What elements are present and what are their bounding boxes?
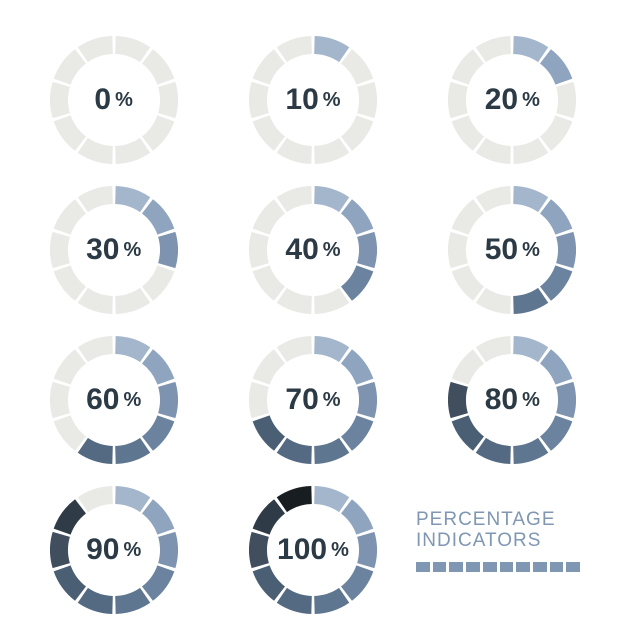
ring-label: 0% <box>50 36 178 164</box>
title-swatches <box>416 562 580 572</box>
percentage-indicator: 70% <box>249 336 377 464</box>
percent-sign: % <box>522 89 540 112</box>
percentage-indicator: 50% <box>448 186 576 314</box>
percentage-indicator: 60% <box>50 336 178 464</box>
title-swatch <box>416 562 430 572</box>
ring-label: 40% <box>249 186 377 314</box>
ring-value: 100 <box>277 533 327 567</box>
percent-sign: % <box>522 239 540 262</box>
title-swatch <box>433 562 447 572</box>
ring-value: 10 <box>285 83 318 117</box>
percent-sign: % <box>323 239 341 262</box>
percent-sign: % <box>323 389 341 412</box>
ring-label: 80% <box>448 336 576 464</box>
percentage-indicator: 30% <box>50 186 178 314</box>
ring-value: 70 <box>285 383 318 417</box>
ring-label: 70% <box>249 336 377 464</box>
ring-value: 40 <box>285 233 318 267</box>
percentage-indicator: 100% <box>249 486 377 614</box>
ring-label: 30% <box>50 186 178 314</box>
percent-sign: % <box>522 389 540 412</box>
title-block: PERCENTAGE INDICATORS <box>416 510 580 572</box>
percent-sign: % <box>123 389 141 412</box>
ring-label: 60% <box>50 336 178 464</box>
ring-value: 0 <box>94 83 111 117</box>
ring-label: 50% <box>448 186 576 314</box>
percent-sign: % <box>123 539 141 562</box>
title-swatch <box>449 562 463 572</box>
ring-value: 90 <box>86 533 119 567</box>
percentage-indicator: 80% <box>448 336 576 464</box>
percent-sign: % <box>115 89 133 112</box>
percent-sign: % <box>123 239 141 262</box>
percentage-indicator: 20% <box>448 36 576 164</box>
title-swatch <box>516 562 530 572</box>
ring-label: 10% <box>249 36 377 164</box>
percentage-indicator: 90% <box>50 486 178 614</box>
title-swatch <box>550 562 564 572</box>
ring-label: 100% <box>249 486 377 614</box>
title-swatch <box>533 562 547 572</box>
ring-value: 80 <box>485 383 518 417</box>
title-line1: PERCENTAGE <box>416 510 580 531</box>
ring-value: 50 <box>485 233 518 267</box>
ring-value: 20 <box>485 83 518 117</box>
title-swatch <box>500 562 514 572</box>
percentage-indicator: 0% <box>50 36 178 164</box>
ring-label: 20% <box>448 36 576 164</box>
ring-value: 60 <box>86 383 119 417</box>
title-line2: INDICATORS <box>416 531 580 552</box>
ring-value: 30 <box>86 233 119 267</box>
title-swatch <box>466 562 480 572</box>
title-swatch <box>483 562 497 572</box>
percent-sign: % <box>323 89 341 112</box>
percent-sign: % <box>331 539 349 562</box>
percentage-indicator: 40% <box>249 186 377 314</box>
title-swatch <box>566 562 580 572</box>
ring-label: 90% <box>50 486 178 614</box>
percentage-indicator: 10% <box>249 36 377 164</box>
